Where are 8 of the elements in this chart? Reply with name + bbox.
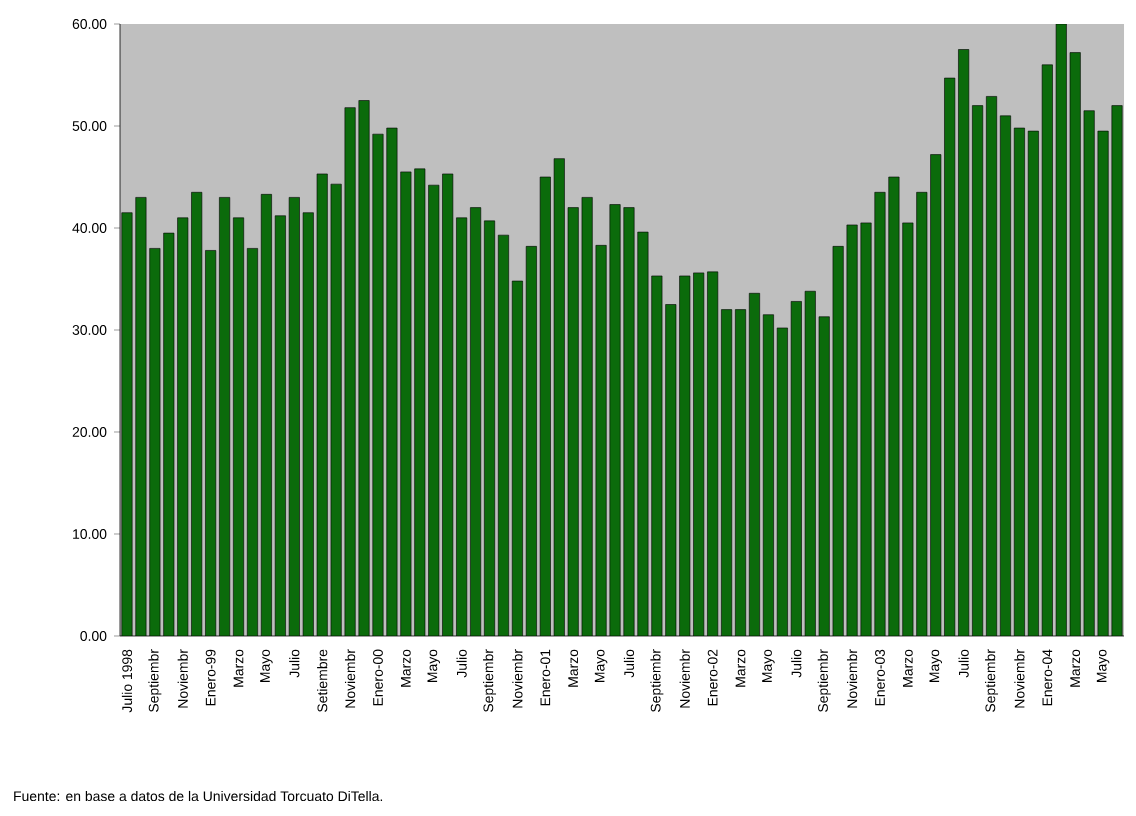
bar (358, 100, 370, 636)
bar (874, 192, 886, 636)
bar (860, 222, 872, 636)
bar (623, 207, 635, 636)
bar (121, 212, 133, 636)
bar (372, 133, 384, 636)
bar (1111, 105, 1123, 636)
bar (609, 204, 621, 636)
